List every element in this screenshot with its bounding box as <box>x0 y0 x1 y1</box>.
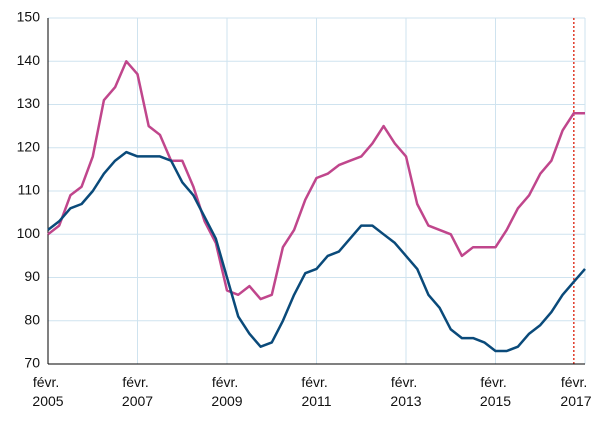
x-tick-label-line: 2007 <box>122 393 153 409</box>
x-tick-label-line: 2017 <box>560 393 591 409</box>
x-tick-label-line: 2015 <box>480 393 511 409</box>
x-tick-label-line: févr. <box>33 374 63 390</box>
grid <box>47 17 586 365</box>
x-tick-label-line: févr. <box>561 374 591 390</box>
x-tick-label: févr. 2007 <box>122 374 153 409</box>
x-tick-label: févr. 2011 <box>301 374 331 409</box>
y-tick-label: 90 <box>24 268 40 284</box>
x-tick-label-line: 2005 <box>32 393 63 409</box>
y-tick-label: 130 <box>17 95 41 111</box>
y-tick-label: 100 <box>17 225 41 241</box>
series-line <box>47 150 586 353</box>
x-tick-label: févr. 2017 <box>560 374 591 409</box>
y-tick-label: 110 <box>18 182 41 198</box>
x-tick-label-line: 2009 <box>211 393 242 409</box>
x-tick-label-line: févr. <box>480 374 510 390</box>
y-tick-label: 140 <box>17 52 41 68</box>
y-tick-label: 150 <box>17 9 41 25</box>
x-tick-label-line: 2013 <box>390 393 421 409</box>
x-tick-label: févr. 2013 <box>390 374 421 409</box>
y-tick-label: 70 <box>24 355 40 371</box>
x-tick-label-line: févr. <box>212 374 242 390</box>
x-tick-label-line: févr. <box>391 374 421 390</box>
x-tick-label-line: 2011 <box>301 393 331 409</box>
x-tick-label: févr. 2015 <box>480 374 511 409</box>
x-tick-label-line: févr. <box>122 374 152 390</box>
x-tick-label: févr. 2005 <box>32 374 63 409</box>
y-tick-label: 120 <box>17 138 41 154</box>
x-tick-label-line: févr. <box>301 374 331 390</box>
x-tick-label: févr. 2009 <box>211 374 242 409</box>
y-tick-label: 80 <box>24 311 40 327</box>
series-line <box>47 60 585 301</box>
